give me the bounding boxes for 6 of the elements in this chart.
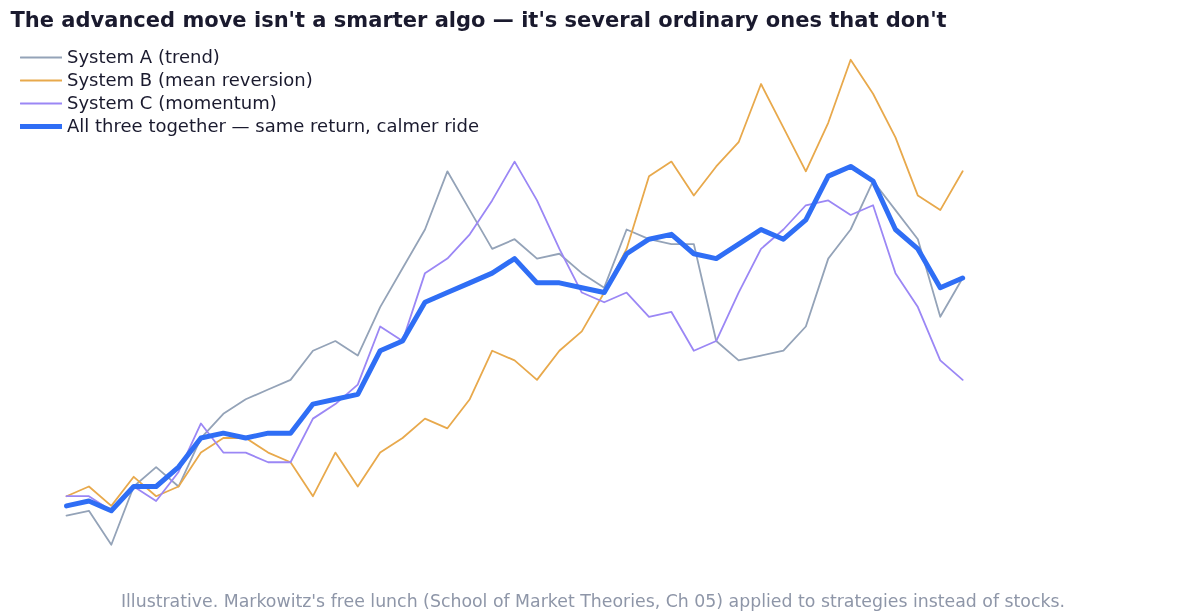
chart-title: The advanced move isn't a smarter algo — it's several ordinary ones that don't [10, 7, 947, 32]
text: Illustrative. Markowitz's free lunch (School of Market Theories, Ch 05) applied to strategies instead of stocks. [120, 590, 1066, 611]
legend-label: All three together — same return, calmer ride [67, 115, 480, 136]
legend-label: System B (mean reversion) [67, 69, 313, 90]
legend-label: System A (trend) [67, 46, 220, 67]
legend-label: System C (momentum) [67, 92, 277, 113]
